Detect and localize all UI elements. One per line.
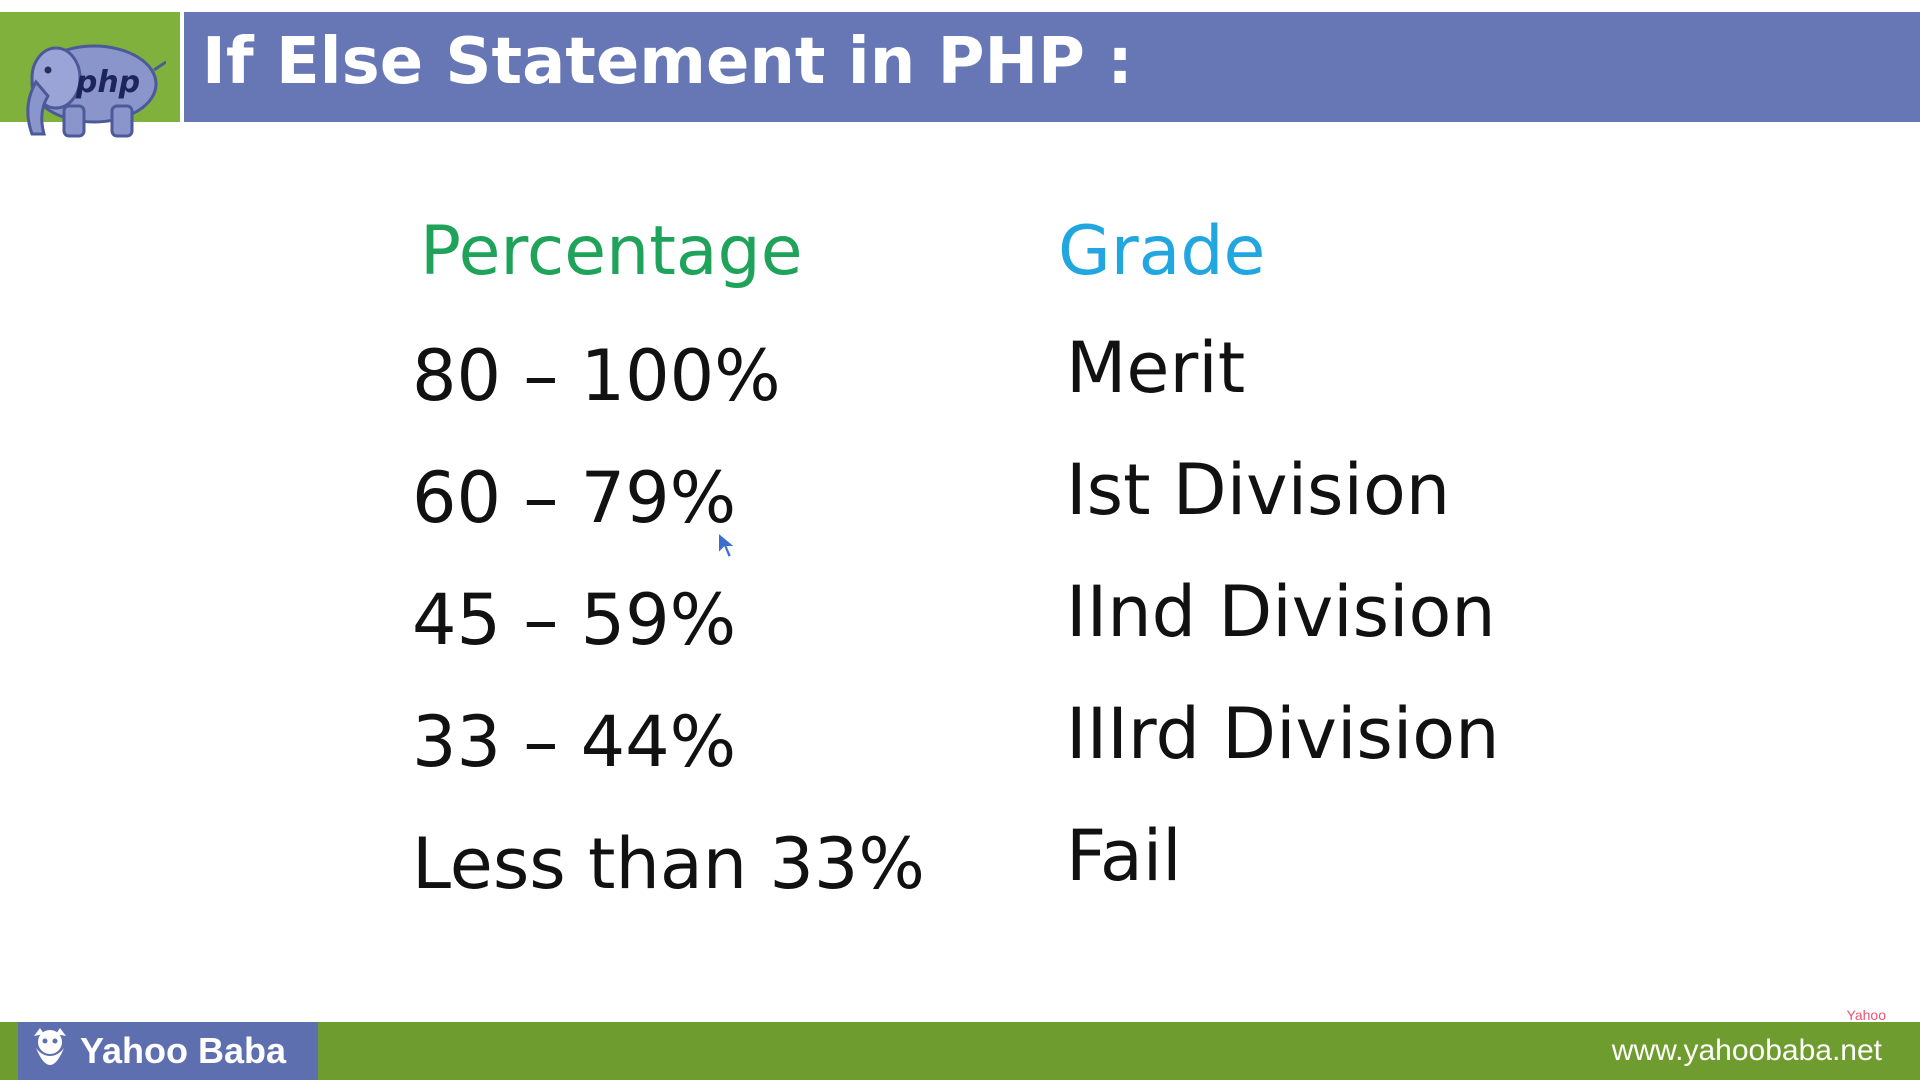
percentage-cell: Less than 33% bbox=[412, 823, 925, 905]
php-elephant-icon: php bbox=[26, 44, 166, 138]
brand-name: Yahoo Baba bbox=[80, 1030, 287, 1071]
mouse-pointer-icon bbox=[717, 530, 738, 560]
grade-cell: Merit bbox=[1066, 327, 1246, 409]
svg-text:php: php bbox=[75, 65, 140, 100]
grade-cell: IIIrd Division bbox=[1066, 693, 1500, 775]
website-url: www.yahoobaba.net bbox=[1611, 1034, 1882, 1067]
php-logo: php bbox=[0, 12, 180, 138]
grade-cell: Ist Division bbox=[1066, 449, 1451, 531]
title-bar: If Else Statement in PHP : bbox=[184, 12, 1920, 122]
percentage-cell: 33 – 44% bbox=[412, 701, 737, 783]
grade-cell: Fail bbox=[1066, 815, 1182, 897]
percentage-cell: 80 – 100% bbox=[412, 335, 781, 417]
yahoo-baba-logo-icon bbox=[34, 1028, 66, 1065]
percentage-cell: 60 – 79% bbox=[412, 457, 737, 539]
percentage-header: Percentage bbox=[420, 212, 803, 291]
grade-cell: IInd Division bbox=[1066, 571, 1496, 653]
footer-bar: Yahoo Baba www.yahoobaba.net bbox=[0, 1022, 1920, 1080]
channel-watermark: Yahoo bbox=[1846, 1007, 1886, 1023]
grade-header: Grade bbox=[1058, 212, 1266, 291]
page-title: If Else Statement in PHP : bbox=[202, 25, 1133, 99]
percentage-cell: 45 – 59% bbox=[412, 579, 737, 661]
brand-badge: Yahoo Baba bbox=[18, 1022, 318, 1080]
